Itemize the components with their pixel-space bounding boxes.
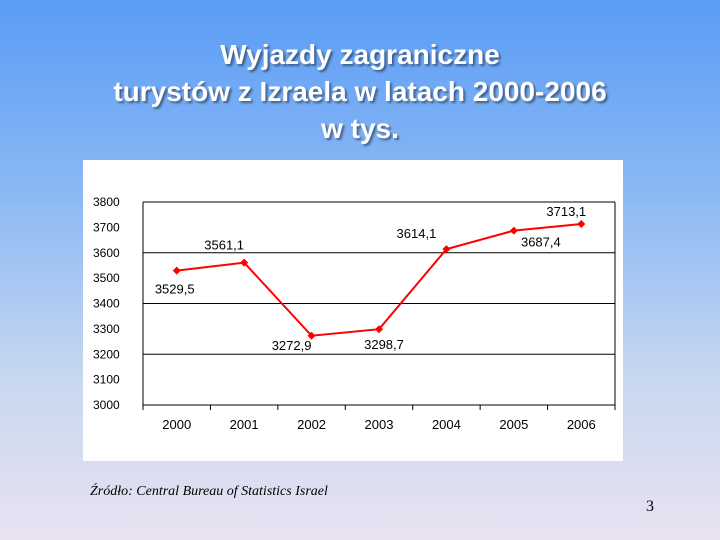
data-point [172, 266, 181, 275]
y-tick-label: 3800 [93, 195, 120, 209]
x-tick-label: 2002 [297, 417, 326, 432]
y-tick-label: 3300 [93, 322, 120, 336]
y-tick-label: 3400 [93, 297, 120, 311]
y-tick-label: 3700 [93, 220, 120, 234]
title-line-2: turystów z Izraela w latach 2000-2006 [113, 76, 607, 107]
data-label: 3713,1 [546, 204, 586, 219]
slide-title: Wyjazdy zagraniczne turystów z Izraela w… [0, 36, 720, 147]
x-tick-label: 2003 [365, 417, 394, 432]
data-point [442, 245, 451, 254]
data-label: 3298,7 [364, 337, 404, 352]
data-point [307, 331, 316, 340]
x-tick-label: 2006 [567, 417, 596, 432]
chart-container: 3000 3100 3200 3300 3400 3500 3600 3700 3800 200… [83, 160, 623, 461]
title-line-3: w tys. [321, 113, 399, 144]
data-label: 3272,9 [272, 338, 312, 353]
data-label: 3529,5 [155, 282, 195, 297]
y-tick-label: 3500 [93, 271, 120, 285]
x-tick-label: 2000 [162, 417, 191, 432]
data-point [509, 226, 518, 235]
source-note: Źródło: Central Bureau of Statistics Isr… [90, 484, 328, 499]
y-tick-label: 3000 [93, 398, 120, 412]
title-line-1: Wyjazdy zagraniczne [220, 39, 500, 70]
data-label: 3614,1 [397, 226, 437, 241]
y-axis-ticks: 3000 3100 3200 3300 3400 3500 3600 3700 3800 [93, 195, 120, 412]
line-chart: 3000 3100 3200 3300 3400 3500 3600 3700 3800 200… [93, 195, 616, 432]
data-point [577, 220, 586, 229]
page-number: 3 [646, 498, 654, 515]
x-tick-label: 2004 [432, 417, 461, 432]
data-point [375, 325, 383, 334]
data-label: 3561,1 [204, 238, 244, 253]
data-point [240, 258, 249, 267]
data-labels: 3529,5 3561,1 3272,9 3298,7 3614,1 3687,4 3713… [155, 204, 586, 353]
data-label: 3687,4 [521, 235, 561, 250]
data-points [172, 220, 586, 340]
gridlines [142, 201, 616, 406]
y-tick-label: 3600 [93, 246, 120, 260]
y-tick-label: 3100 [93, 373, 120, 387]
y-tick-label: 3200 [93, 347, 120, 361]
x-axis-ticks: 2000 2001 2002 2003 2004 2005 2006 [142, 405, 616, 432]
x-tick-label: 2001 [230, 417, 259, 432]
x-tick-label: 2005 [499, 417, 528, 432]
